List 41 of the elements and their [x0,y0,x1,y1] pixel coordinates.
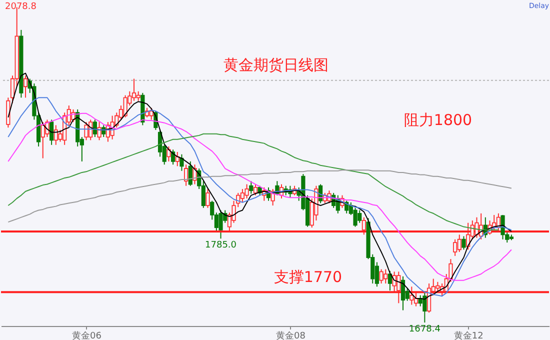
candlestick [249,180,254,194]
x-tick-label: 黄金08 [276,330,306,340]
candlestick [132,78,136,102]
candlestick [166,146,171,162]
candlestick [466,222,470,250]
candlestick [23,75,28,98]
candlestick [188,160,192,186]
x-tick-label: 黄金06 [72,330,102,340]
annotation: 1678.4 [408,324,441,335]
candlestick [462,236,466,250]
candlestick [457,234,462,252]
candlestick [97,122,102,141]
candlestick [180,154,184,172]
candlestick [410,286,414,306]
candlestick [92,119,97,138]
candlestick [136,90,140,102]
annotation: 阻力1800 [404,111,472,129]
candlestick [253,184,258,196]
candlestick [388,270,392,292]
candlestick [422,292,427,324]
candlestick [453,238,458,256]
candlestick [244,184,249,199]
candlestick [396,271,401,304]
candlestick [218,210,223,240]
annotation: 2078.8 [5,2,37,12]
candlestick [436,281,440,292]
candlestick [206,188,210,208]
candlestick [362,216,366,236]
candlestick [6,97,10,128]
candlestick [379,268,384,284]
text: 黄金期货日线图 [224,56,328,74]
x-tick-label: 黄金12 [454,330,484,340]
annotation: 支撑1770 [274,268,342,286]
candlestick [500,214,505,240]
candlestick [84,122,88,141]
candlestick [240,188,245,203]
annotation: 1785.0 [205,240,237,251]
candlestick [184,164,188,186]
candlestick [400,276,406,311]
candlestick [123,94,128,118]
candlestick [50,119,54,146]
